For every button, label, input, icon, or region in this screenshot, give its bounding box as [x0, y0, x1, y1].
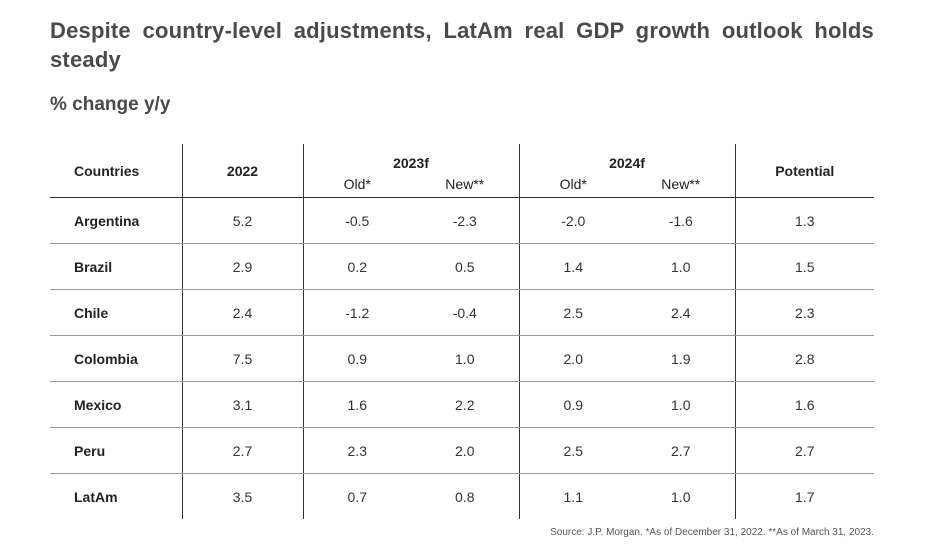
header-2023-new: New** — [411, 171, 520, 198]
cell-country: Colombia — [50, 335, 183, 382]
header-2022: 2022 — [182, 144, 304, 198]
cell-2023-old: -0.5 — [303, 197, 411, 244]
cell-country: Chile — [50, 289, 183, 336]
cell-2022: 3.5 — [182, 473, 304, 519]
cell-2022: 2.9 — [182, 243, 304, 290]
header-countries: Countries — [50, 144, 183, 198]
cell-2022: 7.5 — [182, 335, 304, 382]
header-2023f: 2023f — [303, 144, 520, 171]
cell-potential: 1.5 — [735, 243, 874, 290]
header-2024-new: New** — [627, 171, 736, 198]
cell-2023-old: 1.6 — [303, 381, 411, 428]
header-2024-old: Old* — [519, 171, 627, 198]
gdp-growth-table: Countries 2022 2023f 2024f Potential Old… — [50, 144, 874, 519]
page-title: Despite country-level adjustments, LatAm… — [50, 18, 874, 72]
cell-2024-new: 1.9 — [627, 335, 736, 382]
table-row: Brazil 2.9 0.2 0.5 1.4 1.0 1.5 — [50, 243, 874, 290]
cell-2024-new: 2.4 — [627, 289, 736, 336]
cell-2024-new: 1.0 — [627, 243, 736, 290]
cell-2023-new: 2.0 — [411, 427, 520, 474]
cell-2023-old: 0.9 — [303, 335, 411, 382]
cell-2024-old: 1.1 — [563, 488, 583, 505]
cell-2023-new: 0.5 — [411, 243, 520, 290]
table-row: LatAm 3.5 0.7 0.8 1.1 1.0 1.7 — [50, 473, 874, 519]
cell-2023-old: 2.3 — [303, 427, 411, 474]
cell-2023-old: 0.2 — [303, 243, 411, 290]
cell-2024-old: 1.4 — [519, 243, 627, 290]
cell-2022: 2.4 — [182, 289, 304, 336]
cell-country: Argentina — [50, 197, 183, 244]
cell-2022: 5.2 — [182, 197, 304, 244]
cell-country: Peru — [50, 427, 183, 474]
cell-2022: 3.1 — [182, 381, 304, 428]
cell-potential: 1.7 — [795, 488, 815, 505]
cell-potential: 2.7 — [735, 427, 874, 474]
cell-2023-old: 0.7 — [347, 488, 367, 505]
table-row: Mexico 3.1 1.6 2.2 0.9 1.0 1.6 — [50, 381, 874, 428]
cell-country: Brazil — [50, 243, 183, 290]
cell-2022: 2.7 — [182, 427, 304, 474]
cell-potential: 2.3 — [735, 289, 874, 336]
cell-2023-new: 2.2 — [411, 381, 520, 428]
page-subtitle: % change y/y — [50, 94, 171, 115]
cell-country: Mexico — [50, 381, 183, 428]
source-note: Source: J.P. Morgan. *As of December 31,… — [550, 527, 874, 538]
cell-potential: 1.3 — [735, 197, 874, 244]
cell-2024-old: 2.5 — [519, 427, 627, 474]
cell-2024-old: 0.9 — [519, 381, 627, 428]
cell-potential: 1.6 — [735, 381, 874, 428]
cell-2024-old: -2.0 — [519, 197, 627, 244]
cell-2024-old: 2.0 — [519, 335, 627, 382]
cell-2024-new: 1.0 — [627, 381, 736, 428]
table-row: Colombia 7.5 0.9 1.0 2.0 1.9 2.8 — [50, 335, 874, 382]
cell-2024-new: 1.0 — [627, 473, 736, 519]
header-2024f: 2024f — [519, 144, 736, 171]
cell-2023-new: 0.8 — [411, 473, 520, 519]
header-2023-old: Old* — [303, 171, 411, 198]
cell-2024-new: 2.7 — [627, 427, 736, 474]
header-potential: Potential — [735, 144, 874, 198]
table-row: Argentina 5.2 -0.5 -2.3 -2.0 -1.6 1.3 — [50, 197, 874, 244]
cell-country: LatAm — [50, 473, 183, 519]
cell-2023-new: -2.3 — [411, 197, 520, 244]
cell-2024-new: -1.6 — [627, 197, 736, 244]
cell-2023-new: -0.4 — [411, 289, 520, 336]
table-row: Peru 2.7 2.3 2.0 2.5 2.7 2.7 — [50, 427, 874, 474]
cell-2023-new: 1.0 — [411, 335, 520, 382]
cell-2024-old: 2.5 — [519, 289, 627, 336]
cell-2023-old: -1.2 — [303, 289, 411, 336]
table-row: Chile 2.4 -1.2 -0.4 2.5 2.4 2.3 — [50, 289, 874, 336]
cell-potential: 2.8 — [735, 335, 874, 382]
